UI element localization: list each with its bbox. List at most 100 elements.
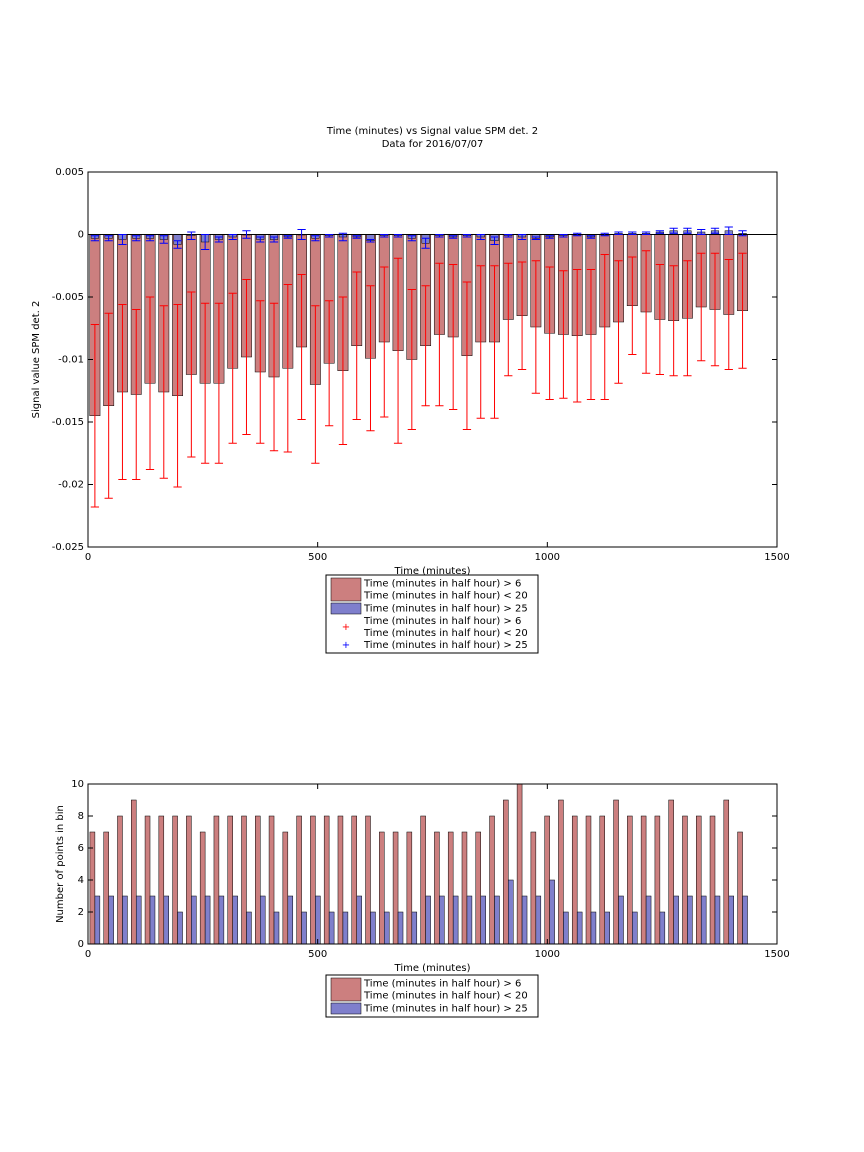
- x-tick-label: 1500: [764, 552, 789, 563]
- bar: [508, 879, 514, 945]
- bar: [365, 815, 371, 945]
- bar: [439, 895, 445, 945]
- bar: [191, 895, 197, 945]
- bar: [434, 831, 440, 945]
- error-bar: [242, 230, 251, 239]
- error-bar: [614, 231, 623, 235]
- bar: [379, 831, 385, 945]
- error-bar: [504, 234, 513, 238]
- error-bar: [297, 274, 306, 420]
- y-tick-label: 0.005: [55, 167, 84, 178]
- bar: [328, 911, 335, 945]
- bar: [158, 815, 165, 945]
- bar: [516, 783, 523, 945]
- bar: [742, 895, 748, 945]
- error-bar: [724, 259, 733, 370]
- error-bar: [90, 324, 100, 508]
- bar: [521, 895, 528, 945]
- error-bar: [614, 260, 623, 384]
- error-bar: [517, 261, 527, 370]
- bar: [268, 815, 275, 945]
- y-tick-label: 8: [78, 811, 84, 822]
- legend-label: Time (minutes in half hour) > 6 Time (min…: [363, 979, 528, 1002]
- error-bar: [338, 232, 348, 242]
- bar: [149, 895, 156, 945]
- bar: [301, 911, 307, 945]
- y-tick-label: 10: [71, 779, 84, 790]
- legend-label: Time (minutes in half hour) > 25: [363, 604, 528, 615]
- legend-box: [325, 974, 539, 1018]
- bar: [709, 815, 716, 945]
- bar: [714, 895, 721, 945]
- x-tick-label: 0: [85, 949, 91, 960]
- bar: [535, 895, 542, 945]
- bar: [503, 799, 509, 945]
- bar: [411, 911, 418, 945]
- error-bar: [256, 300, 265, 444]
- error-bar: [600, 232, 609, 237]
- bar: [618, 895, 624, 945]
- bar: [599, 815, 605, 945]
- bar: [645, 895, 652, 945]
- error-bar: [380, 266, 389, 418]
- bar: [544, 815, 550, 945]
- error-bar: [628, 256, 637, 355]
- error-bar: [214, 302, 224, 464]
- bar: [296, 815, 302, 945]
- bar: [384, 911, 390, 945]
- bar: [420, 815, 426, 945]
- error-bar: [586, 235, 596, 239]
- error-bar: [214, 236, 224, 243]
- chart-title: Time (minutes) vs Signal value SPM det. …: [326, 126, 538, 137]
- bar: [287, 895, 294, 945]
- bar: [480, 895, 486, 945]
- error-bar: [641, 231, 651, 235]
- bar: [632, 911, 638, 945]
- error-bar: [283, 235, 292, 239]
- error-bar: [586, 269, 596, 400]
- error-bar: [242, 279, 251, 435]
- bar: [494, 895, 500, 945]
- error-bar: [187, 291, 196, 458]
- error-bar: [531, 260, 540, 394]
- error-bar: [517, 234, 527, 240]
- x-tick-label: 1000: [535, 949, 560, 960]
- error-bar: [132, 309, 141, 480]
- x-tick-label: 500: [308, 552, 327, 563]
- error-bar: [200, 302, 210, 464]
- y-axis-label: Number of points in bin: [55, 805, 66, 923]
- error-bar: [297, 229, 306, 240]
- bar: [172, 815, 178, 945]
- legend-swatch: [330, 577, 362, 602]
- error-bar: [724, 226, 733, 235]
- legend-label: Time (minutes in half hour) > 6 Time (min…: [363, 579, 528, 602]
- legend-swatch: [330, 977, 362, 1002]
- x-tick-label: 1500: [764, 949, 789, 960]
- error-bar: [393, 257, 403, 444]
- error-bar: [738, 252, 747, 369]
- error-bar: [531, 236, 540, 240]
- y-tick-label: -0.025: [52, 542, 84, 553]
- bar: [163, 895, 170, 945]
- bar: [370, 911, 376, 945]
- bar: [571, 815, 578, 945]
- bar: [737, 831, 743, 945]
- error-bar: [697, 229, 706, 235]
- legend-label: Time (minutes in half hour) > 25: [363, 640, 528, 651]
- y-axis-label: Signal value SPM det. 2: [31, 301, 42, 419]
- error-bar: [421, 285, 430, 407]
- error-bar: [366, 239, 375, 243]
- error-bar: [697, 252, 706, 362]
- bar: [108, 895, 114, 945]
- error-bar: [476, 265, 485, 419]
- error-bar: [504, 262, 513, 377]
- bar: [447, 831, 454, 945]
- bar: [218, 895, 225, 945]
- error-bar: [449, 264, 458, 410]
- error-bar: [269, 302, 279, 452]
- error-bar: [600, 254, 609, 400]
- bar: [590, 911, 597, 945]
- bar: [315, 895, 321, 945]
- bar: [144, 815, 151, 945]
